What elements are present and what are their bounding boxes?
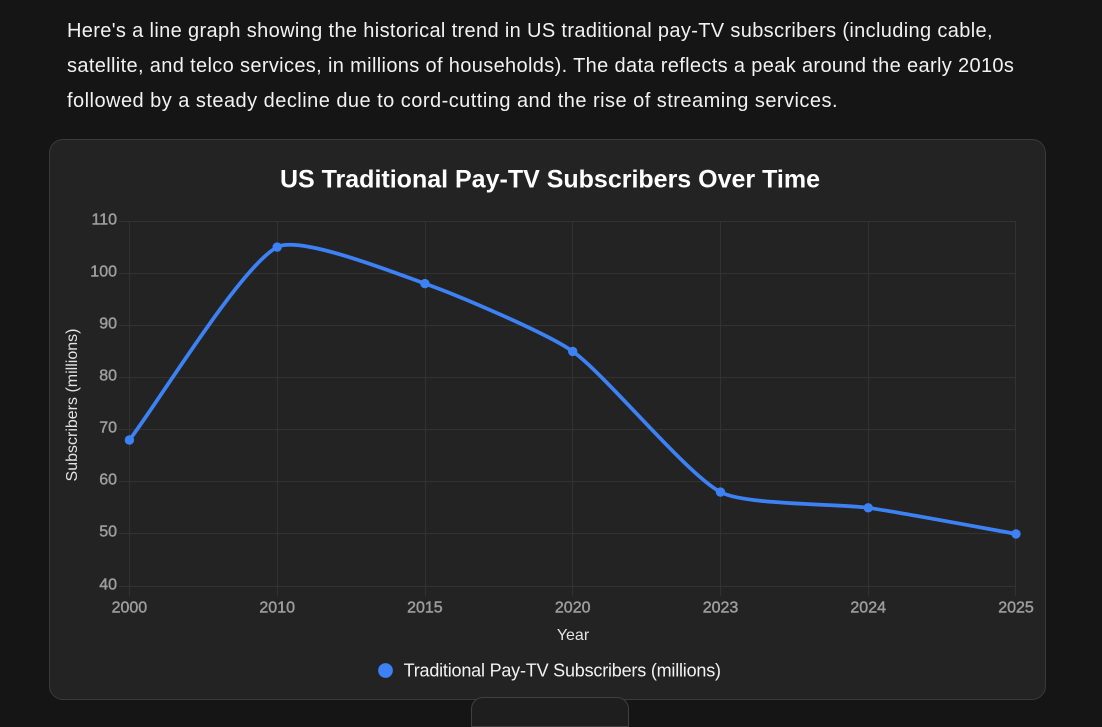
svg-text:2010: 2010 [259,600,295,617]
svg-text:50: 50 [99,524,117,541]
svg-text:2023: 2023 [703,600,739,617]
svg-text:Traditional Pay-TV Subscribers: Traditional Pay-TV Subscribers (millions… [404,660,721,680]
svg-text:2024: 2024 [850,600,886,617]
svg-text:Subscribers (millions): Subscribers (millions) [64,329,81,482]
svg-text:100: 100 [90,264,117,281]
svg-text:2025: 2025 [998,600,1034,617]
svg-text:60: 60 [99,472,117,489]
svg-text:US Traditional Pay-TV Subscrib: US Traditional Pay-TV Subscribers Over T… [280,166,820,194]
svg-text:110: 110 [91,212,117,229]
svg-text:2000: 2000 [112,600,148,617]
svg-text:40: 40 [99,577,117,594]
svg-text:80: 80 [99,368,117,385]
svg-text:2020: 2020 [555,600,591,617]
svg-text:70: 70 [99,420,117,437]
svg-text:90: 90 [99,316,117,333]
svg-text:2015: 2015 [407,600,443,617]
svg-text:Year: Year [557,627,590,644]
